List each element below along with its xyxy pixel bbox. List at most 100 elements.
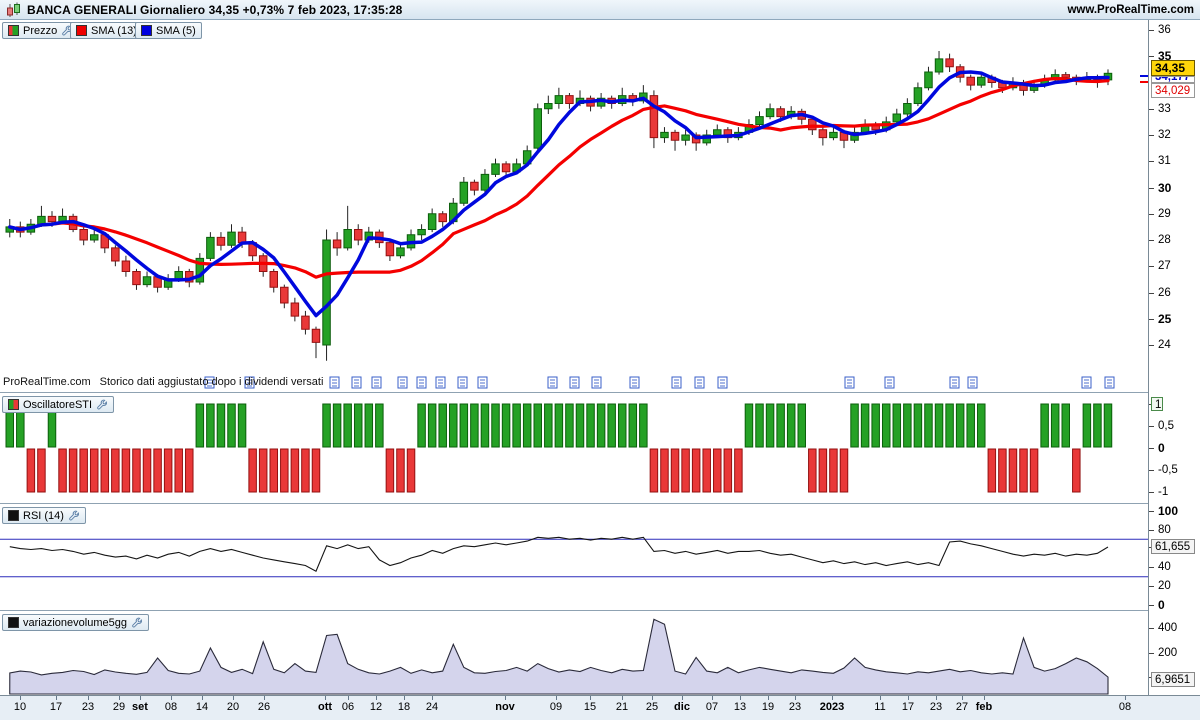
website-link[interactable]: www.ProRealTime.com <box>1067 3 1194 16</box>
oscillator-bar-up <box>480 403 490 448</box>
oscillator-bar-up <box>934 403 944 448</box>
time-axis-label: ott <box>317 701 333 713</box>
oscillator-bar-up <box>639 403 648 448</box>
candle-up <box>903 103 912 115</box>
dividend-document-icon <box>457 376 468 389</box>
time-axis-tick-mark <box>556 696 557 700</box>
legend-tab-variazionevolume[interactable]: variazionevolume5gg <box>2 614 149 631</box>
time-axis-label: nov <box>495 701 515 713</box>
oscillator-bar-down <box>89 448 99 493</box>
legend-tab-sma13[interactable]: SMA (13) <box>70 22 143 39</box>
candle-up <box>322 239 331 346</box>
legend-tab-sma5[interactable]: SMA (5) <box>135 22 202 39</box>
rsi-line <box>9 536 1109 572</box>
oscillator-bar-down <box>808 448 817 493</box>
chart-canvas[interactable] <box>0 0 1148 695</box>
candle-down <box>818 129 828 139</box>
sma5-swatch-icon <box>141 25 152 36</box>
candle-down <box>269 271 278 288</box>
time-axis-tick-mark <box>740 696 741 700</box>
sma13-line <box>8 76 1110 279</box>
oscillator-bar-up <box>797 403 806 448</box>
oscillator-bar-up <box>449 403 458 448</box>
candle-up <box>681 134 690 141</box>
panel-separator <box>0 503 1200 504</box>
oscillator-bar-down <box>987 448 997 493</box>
oscillator-bar-up <box>765 403 775 448</box>
wrench-settings-icon[interactable] <box>131 617 143 629</box>
oscillator-bar-down <box>26 448 36 493</box>
oscillator-bar-up <box>617 403 627 448</box>
time-axis-label: 06 <box>341 701 355 713</box>
axis-tick-mark <box>1149 586 1154 588</box>
legend-tab-rsi[interactable]: RSI (14) <box>2 507 86 524</box>
oscillator-bar-down <box>818 448 828 493</box>
time-axis-label: 18 <box>397 701 411 713</box>
candle-down <box>301 315 310 330</box>
oscillator-bar-up <box>343 403 352 448</box>
candle-down <box>111 247 120 262</box>
candle-down <box>1061 74 1070 78</box>
axis-tick-mark <box>1149 30 1154 31</box>
axis-tick-mark <box>1149 628 1154 629</box>
oscillator-swatch-icon <box>8 399 19 410</box>
time-axis-tick-mark <box>171 696 172 700</box>
candle-down <box>290 302 300 317</box>
oscillator-bar-up <box>744 403 754 448</box>
oscillator-bar-down <box>280 448 289 493</box>
candle-up <box>206 236 215 259</box>
dividend-document-icon <box>591 376 602 389</box>
time-axis-label: set <box>132 701 148 713</box>
oscillator-bar-up <box>607 403 616 448</box>
axis-tick-mark <box>1149 511 1154 512</box>
price-axis[interactable]: 34,35 34,177 34,029 1 61,655 6,9651 36 35… <box>1148 20 1200 695</box>
wrench-settings-icon[interactable] <box>61 25 73 37</box>
oscillator-bar-up <box>322 403 331 448</box>
oscillator-bar-up <box>1050 403 1060 448</box>
time-axis-label: 09 <box>549 701 563 713</box>
rsi-swatch-icon <box>8 510 19 521</box>
wrench-settings-icon[interactable] <box>68 510 80 522</box>
oscillator-bar-up <box>491 403 500 448</box>
candle-up <box>417 229 426 236</box>
axis-tick-mark <box>1149 426 1154 427</box>
oscillator-bar-down <box>406 448 416 493</box>
oscillator-bar-up <box>755 403 764 448</box>
oscillator-bar-down <box>185 448 194 493</box>
legend-tab-oscillatoresti[interactable]: OscillatoreSTI <box>2 396 115 413</box>
legend-tab-prezzo[interactable]: Prezzo <box>2 22 80 39</box>
oscillator-bar-up <box>945 403 954 448</box>
price-axis-tick: 30 <box>1158 180 1172 195</box>
candle-down <box>332 239 342 249</box>
time-axis[interactable]: 10 17 23 29 set 08 14 20 26 ott 06 12 18 24 nov 09 15 21 2… <box>0 695 1200 720</box>
price-axis-tick: 33 <box>1158 102 1171 115</box>
legend-label: Prezzo <box>23 24 58 37</box>
oscillator-bar-down <box>100 448 110 493</box>
candle-down <box>470 181 479 191</box>
candle-down <box>132 271 141 286</box>
time-axis-tick-mark <box>880 696 881 700</box>
wrench-settings-icon[interactable] <box>96 399 108 411</box>
axis-tick-mark <box>1149 567 1154 569</box>
oscillator-bar-down <box>681 448 690 493</box>
time-axis-label: 14 <box>195 701 209 713</box>
axis-tick-mark <box>1149 529 1154 531</box>
time-axis-tick-mark <box>20 696 21 700</box>
rsi-value-label: 61,655 <box>1151 539 1195 554</box>
time-axis-tick-mark <box>984 696 985 700</box>
candle-down <box>670 131 680 141</box>
dividend-document-icon <box>967 376 978 389</box>
time-axis-label: 23 <box>81 701 95 713</box>
dividend-document-icon <box>844 376 855 389</box>
price-axis-tick: 28 <box>1158 234 1171 246</box>
candlestick-logo-icon <box>6 2 22 18</box>
axis-tick-mark <box>1149 56 1154 58</box>
time-axis-label: 19 <box>761 701 775 713</box>
oscillator-bar-up <box>913 403 923 448</box>
time-axis-label: 29 <box>112 701 126 713</box>
oscillator-bar-down <box>142 448 152 493</box>
candle-up <box>533 108 542 149</box>
candle-down <box>565 95 574 104</box>
oscillator-bar-down <box>37 448 46 493</box>
oscillator-bar-up <box>427 403 437 448</box>
